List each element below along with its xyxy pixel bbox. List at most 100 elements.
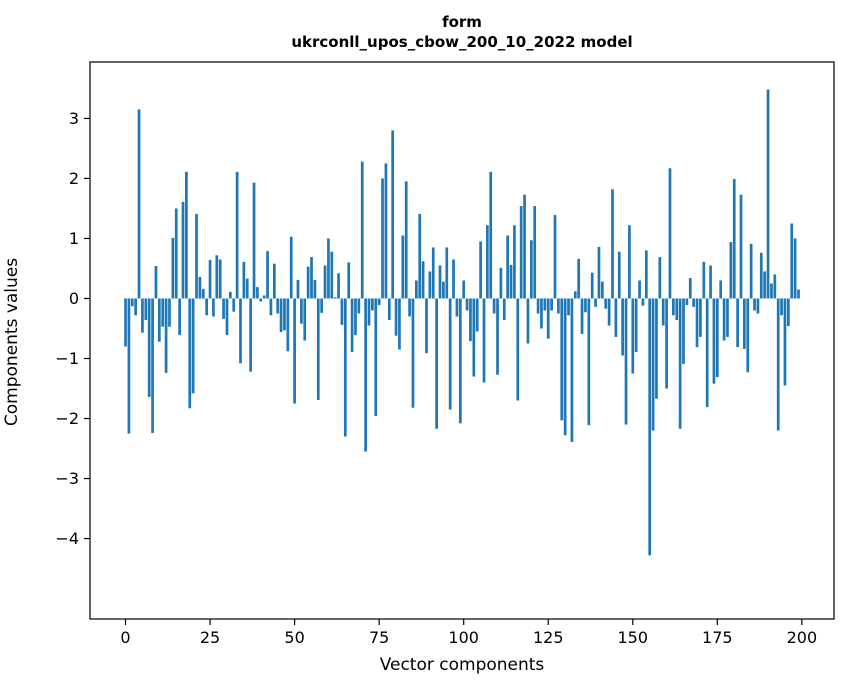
bar: [580, 298, 584, 334]
bar: [414, 280, 418, 299]
bar: [269, 298, 273, 316]
bar: [705, 298, 709, 408]
bar: [790, 223, 794, 299]
bar: [570, 298, 574, 442]
bar: [678, 298, 682, 429]
bar: [442, 281, 445, 299]
bar: [350, 298, 354, 352]
bar: [411, 298, 415, 408]
bar: [428, 271, 432, 299]
y-tick-label: 3: [69, 109, 79, 128]
bar: [661, 298, 665, 326]
bar: [621, 298, 624, 356]
bar: [303, 298, 307, 341]
bar: [171, 237, 175, 299]
bar: [252, 182, 256, 299]
bar: [546, 298, 550, 339]
bar: [715, 298, 719, 378]
bar: [486, 225, 489, 299]
bar: [462, 280, 466, 299]
bar: [658, 257, 662, 299]
bar: [492, 298, 496, 314]
bar: [293, 298, 296, 404]
bar: [611, 189, 614, 299]
bar: [124, 298, 127, 347]
bar: [408, 298, 411, 317]
y-tick-label: 2: [69, 169, 79, 188]
x-tick-label: 100: [448, 628, 479, 647]
bar: [272, 263, 276, 299]
y-tick-label: 0: [69, 289, 79, 308]
bar: [759, 252, 763, 299]
bar: [634, 298, 638, 352]
plot-border: [89, 61, 835, 620]
bar: [607, 298, 611, 326]
bar: [371, 298, 374, 311]
chart-title-line-1: form: [442, 13, 482, 31]
bar: [239, 298, 242, 364]
bar: [218, 259, 222, 299]
bar: [306, 266, 310, 299]
bar: [560, 298, 564, 421]
x-tick-label: 75: [369, 628, 389, 647]
bar: [780, 298, 783, 316]
bar: [631, 298, 635, 374]
bar: [540, 298, 543, 329]
bar: [749, 243, 753, 299]
bar: [600, 281, 604, 299]
bar: [259, 298, 263, 302]
bar: [584, 298, 587, 313]
bar: [688, 278, 692, 299]
bar: [164, 298, 168, 373]
bar: [262, 295, 266, 299]
bar: [557, 298, 560, 314]
bar: [563, 298, 567, 436]
x-tick-label: 200: [787, 628, 818, 647]
bar: [249, 298, 252, 372]
bar: [506, 235, 510, 299]
x-tick-label: 150: [618, 628, 649, 647]
bar: [455, 298, 459, 317]
bar: [337, 273, 340, 299]
bar: [438, 265, 442, 299]
bar: [130, 298, 134, 307]
bar: [178, 298, 181, 336]
bar: [479, 241, 482, 299]
bar: [675, 298, 679, 321]
bar: [692, 298, 696, 307]
bar: [147, 298, 151, 397]
bar: [776, 298, 780, 431]
bar: [695, 298, 699, 348]
bar: [536, 298, 540, 314]
bar: [665, 298, 668, 389]
bar: [458, 298, 462, 424]
bar: [323, 265, 327, 299]
bar: [709, 265, 712, 299]
bar: [161, 298, 165, 327]
bar: [195, 213, 198, 299]
bar: [699, 298, 702, 337]
bar: [289, 236, 293, 299]
bar: [357, 298, 361, 314]
bar: [354, 298, 357, 336]
x-tick-label: 0: [120, 628, 130, 647]
bar: [550, 298, 553, 311]
x-axis-ticks: 0 25 50 75 100 125 150 175 200: [120, 619, 817, 647]
bar: [425, 298, 428, 354]
bar: [624, 298, 628, 425]
bar: [333, 297, 337, 299]
bar: [573, 291, 577, 299]
bar: [529, 240, 533, 299]
bar: [276, 298, 280, 314]
bar: [137, 109, 141, 299]
bar: [174, 208, 178, 299]
bars-group: [124, 89, 800, 556]
bar: [597, 246, 601, 299]
bar: [394, 298, 398, 336]
bar: [786, 298, 790, 327]
bar: [617, 251, 621, 299]
bar: [316, 298, 320, 400]
bar: [452, 259, 455, 299]
bar: [377, 298, 381, 306]
